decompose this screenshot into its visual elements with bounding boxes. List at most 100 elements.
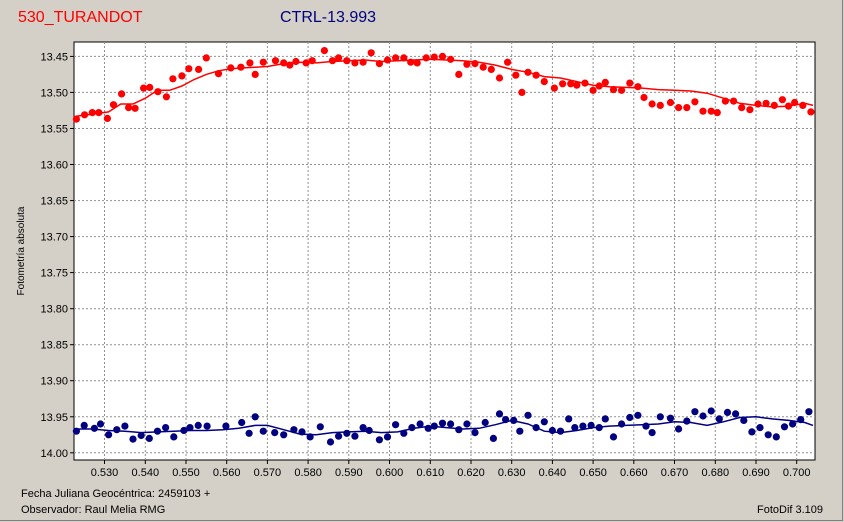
x-tick-label: 0.650	[579, 467, 607, 479]
target-data-point	[666, 98, 675, 107]
comparison-data-point	[259, 427, 267, 435]
comparison-data-point	[245, 429, 253, 437]
comparison-data-point	[642, 422, 650, 430]
comparison-data-point	[194, 421, 202, 429]
x-tick-label: 0.570	[254, 467, 282, 479]
comparison-data-point	[96, 420, 105, 428]
target-data-point	[778, 96, 787, 104]
x-tick-label: 0.640	[539, 467, 567, 479]
comparison-data-point	[609, 433, 618, 441]
target-data-point	[109, 101, 118, 109]
target-data-point	[512, 71, 520, 79]
y-tick-label: 13.75	[40, 268, 68, 280]
target-data-point	[178, 72, 186, 80]
comparison-data-point	[316, 423, 324, 431]
target-data-point	[140, 84, 148, 92]
target-data-point	[367, 49, 375, 57]
comparison-data-point	[732, 410, 740, 418]
target-data-point	[72, 115, 80, 123]
comparison-data-point	[145, 434, 153, 442]
comparison-data-point	[365, 426, 373, 435]
target-data-point	[320, 47, 328, 55]
comparison-data-point	[203, 422, 211, 430]
target-data-point	[169, 75, 177, 83]
target-data-point	[634, 83, 642, 91]
comparison-data-point	[186, 424, 194, 432]
comparison-data-point	[556, 427, 565, 435]
target-data-point	[413, 59, 421, 67]
comparison-data-point	[699, 412, 707, 420]
target-data-point	[601, 78, 609, 86]
y-axis-label: Fotometría absoluta	[16, 206, 27, 295]
target-data-point	[88, 109, 96, 117]
target-data-point	[407, 58, 415, 66]
target-data-point	[131, 104, 139, 112]
comparison-data-point	[510, 416, 518, 424]
target-data-point	[302, 59, 310, 67]
target-data-point	[713, 109, 721, 117]
comparison-data-point	[675, 425, 683, 433]
comparison-data-point	[400, 429, 408, 437]
comparison-data-point	[579, 422, 587, 430]
target-data-point	[640, 93, 648, 102]
comparison-data-point	[595, 424, 603, 432]
comparison-data-point	[162, 424, 170, 432]
target-data-point	[103, 114, 111, 122]
target-data-point	[738, 104, 746, 112]
target-data-point	[154, 88, 162, 96]
target-data-point	[762, 99, 770, 107]
comparison-data-point	[516, 427, 524, 435]
comparison-data-point	[481, 418, 489, 427]
comparison-data-point	[691, 408, 699, 416]
comparison-data-point	[430, 422, 438, 430]
target-data-point	[479, 63, 487, 71]
x-tick-label: 0.690	[742, 467, 770, 479]
target-data-point	[237, 63, 245, 71]
target-data-point	[359, 58, 367, 66]
target-data-point	[422, 54, 430, 62]
target-data-point	[791, 98, 799, 107]
target-data-point	[656, 101, 664, 109]
target-data-point	[559, 80, 567, 88]
comparison-data-point	[222, 422, 230, 430]
target-data-point	[675, 104, 683, 112]
comparison-data-point	[290, 426, 298, 434]
target-data-point	[609, 86, 618, 94]
target-data-point	[146, 83, 154, 91]
comparison-data-point	[306, 433, 314, 441]
target-data-point	[471, 60, 479, 68]
comparison-data-point	[626, 413, 634, 422]
comparison-data-point	[805, 408, 813, 416]
target-data-point	[754, 100, 762, 108]
target-data-point	[807, 108, 815, 116]
comparison-data-point	[383, 433, 392, 441]
comparison-fit-line	[76, 416, 814, 436]
target-data-point	[214, 70, 223, 78]
comparison-data-point	[587, 421, 595, 429]
target-data-point	[550, 84, 559, 92]
comparison-data-point	[455, 426, 463, 434]
target-data-point	[271, 57, 280, 65]
target-data-point	[626, 79, 634, 87]
target-data-point	[707, 107, 715, 115]
comparison-data-point	[326, 438, 335, 446]
comparison-data-point	[416, 420, 424, 428]
comparison-data-point	[740, 416, 748, 424]
fit-lines	[75, 58, 814, 436]
grid-lines	[74, 42, 815, 460]
target-data-point	[246, 59, 254, 67]
x-tick-label: 0.630	[498, 467, 526, 479]
x-tick-label: 0.560	[213, 467, 241, 479]
comparison-data-point	[489, 434, 497, 442]
comparison-data-point	[335, 432, 343, 440]
x-tick-label: 0.620	[457, 467, 485, 479]
comparison-data-point	[495, 410, 504, 418]
target-data-point	[730, 97, 738, 105]
target-data-point	[455, 70, 463, 78]
x-tick-label: 0.580	[294, 467, 322, 479]
comparison-data-point	[121, 422, 129, 430]
target-data-point	[202, 54, 210, 62]
comparison-data-point	[715, 415, 723, 423]
target-data-point	[589, 86, 597, 94]
